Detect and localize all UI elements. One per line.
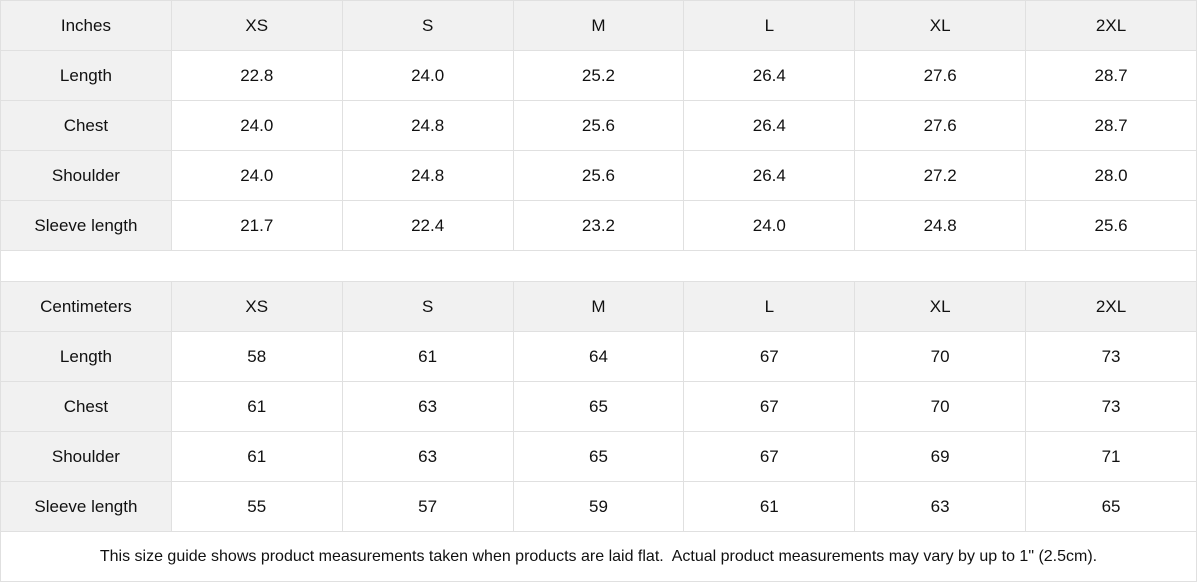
row-label-cell: Length [0, 50, 172, 101]
table-header-row: Inches XS S M L XL 2XL [0, 0, 1197, 51]
table-row: Length 22.8 24.0 25.2 26.4 27.6 28.7 [0, 50, 1197, 101]
value-cell: 57 [341, 481, 514, 532]
table-header-row: Centimeters XS S M L XL 2XL [0, 281, 1197, 332]
value-cell: 65 [1025, 481, 1197, 532]
value-cell: 63 [341, 431, 514, 482]
size-header-cell: S [341, 281, 514, 332]
row-label-cell: Chest [0, 100, 172, 151]
size-header-cell: M [512, 0, 685, 51]
value-cell: 27.6 [854, 100, 1027, 151]
row-label-cell: Sleeve length [0, 200, 172, 251]
value-cell: 25.2 [512, 50, 685, 101]
value-cell: 59 [512, 481, 685, 532]
table-row: Shoulder 24.0 24.8 25.6 26.4 27.2 28.0 [0, 150, 1197, 201]
value-cell: 67 [683, 431, 856, 482]
value-cell: 25.6 [512, 150, 685, 201]
table-row: Length 58 61 64 67 70 73 [0, 331, 1197, 382]
value-cell: 28.7 [1025, 100, 1197, 151]
inches-table: Inches XS S M L XL 2XL Length 22.8 24.0 … [0, 0, 1197, 251]
unit-header-cell: Inches [0, 0, 172, 51]
value-cell: 24.0 [683, 200, 856, 251]
value-cell: 26.4 [683, 100, 856, 151]
size-header-cell: XL [854, 0, 1027, 51]
value-cell: 63 [341, 381, 514, 432]
value-cell: 70 [854, 381, 1027, 432]
value-cell: 24.0 [170, 100, 343, 151]
value-cell: 64 [512, 331, 685, 382]
row-label-cell: Length [0, 331, 172, 382]
value-cell: 27.2 [854, 150, 1027, 201]
value-cell: 22.8 [170, 50, 343, 101]
unit-header-cell: Centimeters [0, 281, 172, 332]
value-cell: 24.0 [170, 150, 343, 201]
value-cell: 23.2 [512, 200, 685, 251]
row-label-cell: Chest [0, 381, 172, 432]
table-row: Shoulder 61 63 65 67 69 71 [0, 431, 1197, 482]
table-row: Sleeve length 21.7 22.4 23.2 24.0 24.8 2… [0, 200, 1197, 251]
size-header-cell: M [512, 281, 685, 332]
row-label-cell: Shoulder [0, 150, 172, 201]
value-cell: 22.4 [341, 200, 514, 251]
size-header-cell: XS [170, 281, 343, 332]
value-cell: 24.0 [341, 50, 514, 101]
value-cell: 61 [683, 481, 856, 532]
value-cell: 65 [512, 431, 685, 482]
table-row: Chest 24.0 24.8 25.6 26.4 27.6 28.7 [0, 100, 1197, 151]
size-header-cell: L [683, 281, 856, 332]
centimeters-table: Centimeters XS S M L XL 2XL Length 58 61… [0, 281, 1197, 532]
table-row: Sleeve length 55 57 59 61 63 65 [0, 481, 1197, 532]
value-cell: 25.6 [1025, 200, 1197, 251]
size-header-cell: 2XL [1025, 0, 1197, 51]
value-cell: 58 [170, 331, 343, 382]
value-cell: 61 [341, 331, 514, 382]
size-header-cell: L [683, 0, 856, 51]
value-cell: 61 [170, 431, 343, 482]
value-cell: 55 [170, 481, 343, 532]
value-cell: 67 [683, 331, 856, 382]
table-row: Chest 61 63 65 67 70 73 [0, 381, 1197, 432]
size-header-cell: XL [854, 281, 1027, 332]
value-cell: 28.0 [1025, 150, 1197, 201]
row-label-cell: Sleeve length [0, 481, 172, 532]
size-header-cell: S [341, 0, 514, 51]
value-cell: 61 [170, 381, 343, 432]
value-cell: 24.8 [854, 200, 1027, 251]
value-cell: 67 [683, 381, 856, 432]
value-cell: 63 [854, 481, 1027, 532]
table-spacer [0, 251, 1197, 281]
value-cell: 24.8 [341, 100, 514, 151]
size-header-cell: XS [170, 0, 343, 51]
value-cell: 24.8 [341, 150, 514, 201]
value-cell: 26.4 [683, 50, 856, 101]
value-cell: 69 [854, 431, 1027, 482]
value-cell: 26.4 [683, 150, 856, 201]
value-cell: 21.7 [170, 200, 343, 251]
value-cell: 25.6 [512, 100, 685, 151]
value-cell: 65 [512, 381, 685, 432]
value-cell: 73 [1025, 331, 1197, 382]
value-cell: 27.6 [854, 50, 1027, 101]
row-label-cell: Shoulder [0, 431, 172, 482]
value-cell: 73 [1025, 381, 1197, 432]
size-header-cell: 2XL [1025, 281, 1197, 332]
value-cell: 70 [854, 331, 1027, 382]
size-guide-note: This size guide shows product measuremen… [0, 532, 1197, 582]
value-cell: 71 [1025, 431, 1197, 482]
value-cell: 28.7 [1025, 50, 1197, 101]
